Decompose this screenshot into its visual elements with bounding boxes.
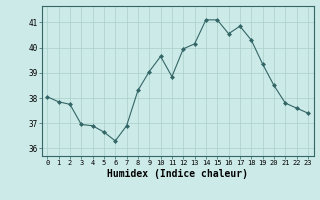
X-axis label: Humidex (Indice chaleur): Humidex (Indice chaleur) xyxy=(107,169,248,179)
